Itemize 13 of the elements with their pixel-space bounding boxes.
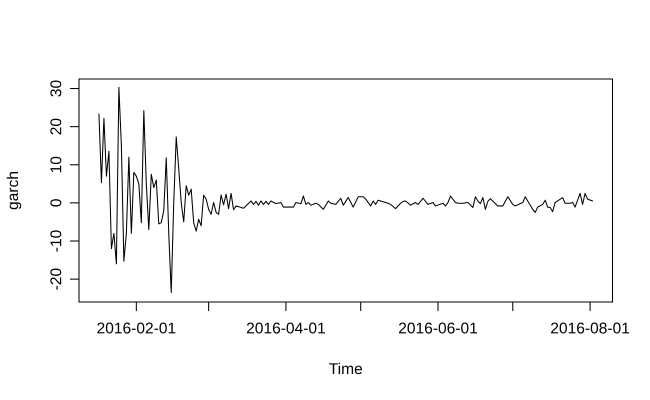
y-tick-label: -20 — [50, 268, 62, 290]
y-tick-label: -10 — [50, 230, 62, 252]
x-axis-title: Time — [329, 362, 362, 374]
line-series — [98, 86, 594, 293]
y-tick-label: 10 — [50, 156, 62, 172]
y-tick-label: 0 — [50, 199, 62, 207]
y-tick-label: 30 — [50, 80, 62, 97]
y-axis-title: garch — [6, 172, 22, 210]
x-tick-label: 2016-04-01 — [246, 322, 325, 334]
x-tick-label: 2016-02-01 — [97, 322, 176, 334]
y-tick-label: 20 — [50, 118, 62, 135]
x-tick-label: 2016-06-01 — [398, 322, 478, 334]
x-tick-label: 2016-08-01 — [551, 322, 630, 334]
